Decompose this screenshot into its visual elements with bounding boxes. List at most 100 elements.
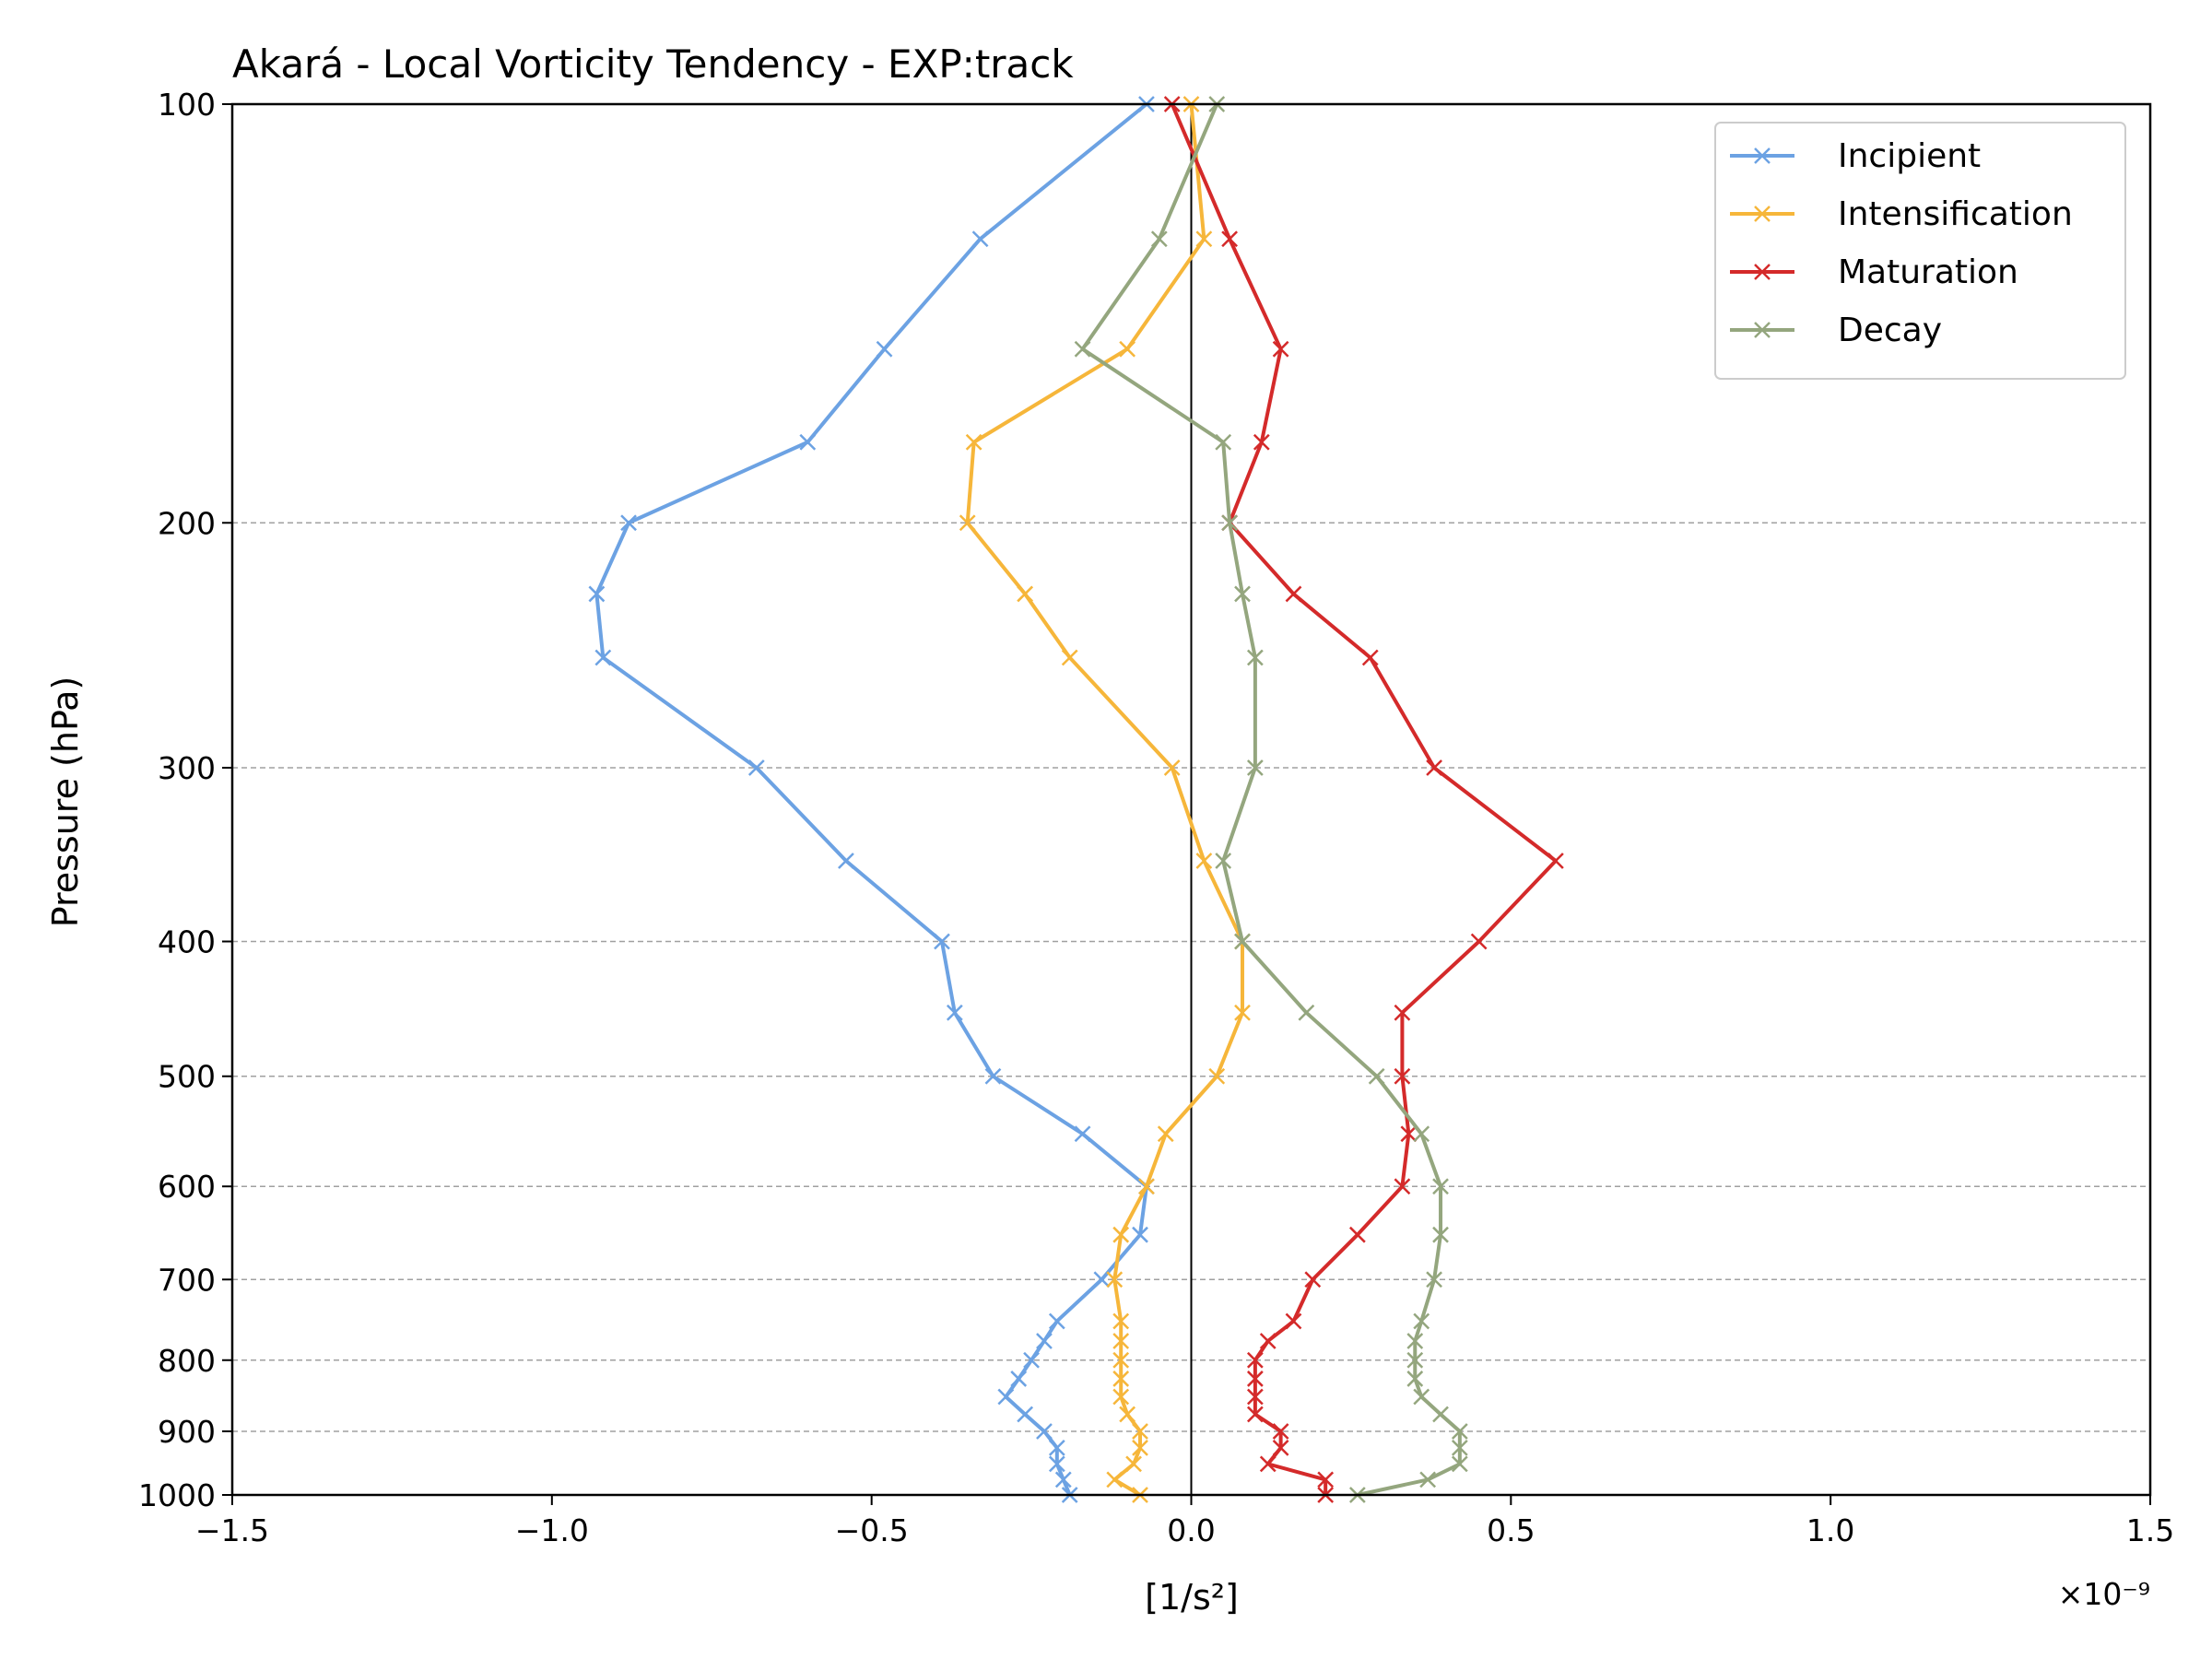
- x-tick-label: 1.5: [2126, 1512, 2174, 1548]
- data-point-incipient: [1074, 1125, 1091, 1143]
- data-point-incipient: [997, 1388, 1015, 1406]
- data-point-intensification: [1125, 1455, 1142, 1473]
- data-point-intensification: [1112, 1371, 1130, 1387]
- data-point-decay: [1419, 1471, 1437, 1488]
- data-point-maturation: [1426, 759, 1442, 776]
- data-point-decay: [1426, 1271, 1442, 1288]
- data-point-intensification: [965, 433, 982, 451]
- data-point-decay: [1246, 759, 1264, 776]
- data-point-decay: [1451, 1423, 1468, 1440]
- series-line-decay: [1080, 103, 1462, 1497]
- data-point-decay: [1406, 1333, 1424, 1349]
- data-point-maturation: [1272, 1423, 1289, 1440]
- legend-item-incipient: Incipient: [1730, 137, 1981, 175]
- data-point-decay: [1215, 853, 1232, 869]
- data-point-incipient: [1048, 1455, 1065, 1473]
- legend-marker: [1754, 322, 1771, 338]
- data-point-maturation: [1470, 933, 1488, 950]
- data-point-incipient: [876, 340, 893, 358]
- x-tick-label: 1.0: [1806, 1512, 1854, 1548]
- data-point-decay: [1406, 1371, 1424, 1387]
- data-point-intensification: [1119, 1406, 1136, 1423]
- data-point-maturation: [1272, 340, 1289, 358]
- data-point-maturation: [1348, 1226, 1366, 1243]
- legend-item-maturation: Maturation: [1730, 253, 2018, 291]
- data-point-maturation: [1272, 1440, 1289, 1456]
- x-tick-label: 0.0: [1167, 1512, 1215, 1548]
- data-point-maturation: [1285, 585, 1302, 603]
- data-point-intensification: [1017, 585, 1034, 603]
- data-point-incipient: [1054, 1471, 1072, 1488]
- data-point-intensification: [1208, 1067, 1226, 1085]
- data-point-incipient: [620, 514, 637, 532]
- data-point-intensification: [1112, 1388, 1130, 1406]
- legend-label: Decay: [1838, 312, 1942, 349]
- x-axis-ticks: −1.5 −1.0 −0.5 0.0 0.5 1.0 1.5: [195, 1495, 2174, 1548]
- data-point-maturation: [1317, 1471, 1335, 1488]
- data-point-intensification: [959, 514, 976, 532]
- data-point-maturation: [1285, 1312, 1302, 1330]
- y-axis-label: Pressure (hPa): [45, 677, 86, 928]
- data-point-decay: [1368, 1067, 1385, 1085]
- legend-marker: [1754, 206, 1771, 222]
- data-point-incipient: [934, 933, 950, 950]
- legend-label: Incipient: [1838, 137, 1981, 175]
- data-point-incipient: [1132, 1226, 1148, 1243]
- data-point-intensification: [1157, 1125, 1174, 1143]
- data-point-intensification: [1163, 759, 1181, 776]
- series-line-intensification: [965, 103, 1244, 1497]
- data-point-maturation: [1253, 433, 1270, 451]
- data-point-decay: [1074, 340, 1091, 358]
- data-point-decay: [1298, 1004, 1315, 1021]
- data-point-decay: [1234, 933, 1251, 950]
- data-point-incipient: [1010, 1371, 1028, 1387]
- legend-marker: [1754, 264, 1771, 280]
- data-point-incipient: [946, 1004, 963, 1021]
- data-point-intensification: [1132, 1423, 1148, 1440]
- data-point-intensification: [1234, 1004, 1251, 1021]
- data-point-incipient: [588, 585, 606, 603]
- data-point-maturation: [1259, 1455, 1277, 1473]
- data-point-maturation: [1394, 1067, 1411, 1085]
- data-point-incipient: [1023, 1351, 1040, 1369]
- data-point-intensification: [1106, 1471, 1124, 1488]
- data-point-maturation: [1259, 1333, 1277, 1349]
- legend-label: Intensification: [1838, 195, 2073, 233]
- y-tick-label: 900: [158, 1414, 216, 1450]
- data-point-incipient: [984, 1067, 1002, 1085]
- y-tick-label: 400: [158, 924, 216, 960]
- data-point-maturation: [1246, 1406, 1264, 1423]
- legend-item-intensification: Intensification: [1730, 195, 2073, 233]
- series-layer: [588, 96, 1564, 1503]
- data-point-maturation: [1304, 1271, 1322, 1288]
- data-point-intensification: [1138, 1178, 1155, 1195]
- series-line-incipient: [594, 102, 1148, 1496]
- series-incipient: [588, 96, 1155, 1503]
- y-tick-label: 500: [158, 1059, 216, 1095]
- data-point-maturation: [1394, 1178, 1411, 1195]
- data-point-intensification: [1112, 1226, 1130, 1243]
- y-tick-label: 800: [158, 1343, 216, 1379]
- data-point-maturation: [1246, 1351, 1264, 1369]
- data-point-decay: [1234, 585, 1251, 603]
- data-point-maturation: [1400, 1125, 1418, 1143]
- data-point-decay: [1215, 433, 1232, 451]
- data-point-decay: [1413, 1388, 1430, 1406]
- x-tick-label: −0.5: [835, 1512, 909, 1548]
- data-point-incipient: [747, 759, 765, 776]
- data-point-intensification: [1061, 649, 1078, 666]
- data-point-decay: [1413, 1312, 1430, 1330]
- legend-item-decay: Decay: [1730, 312, 1942, 349]
- legend-label: Maturation: [1838, 253, 2018, 291]
- data-point-maturation: [1246, 1388, 1264, 1406]
- data-point-maturation: [1221, 230, 1239, 248]
- data-point-intensification: [1195, 230, 1213, 248]
- x-tick-label: −1.5: [195, 1512, 269, 1548]
- data-point-incipient: [1048, 1440, 1065, 1456]
- series-decay: [1074, 96, 1468, 1503]
- y-tick-label: 100: [158, 87, 216, 123]
- y-tick-label: 300: [158, 750, 216, 786]
- series-maturation: [1163, 96, 1564, 1503]
- data-point-incipient: [1036, 1333, 1053, 1349]
